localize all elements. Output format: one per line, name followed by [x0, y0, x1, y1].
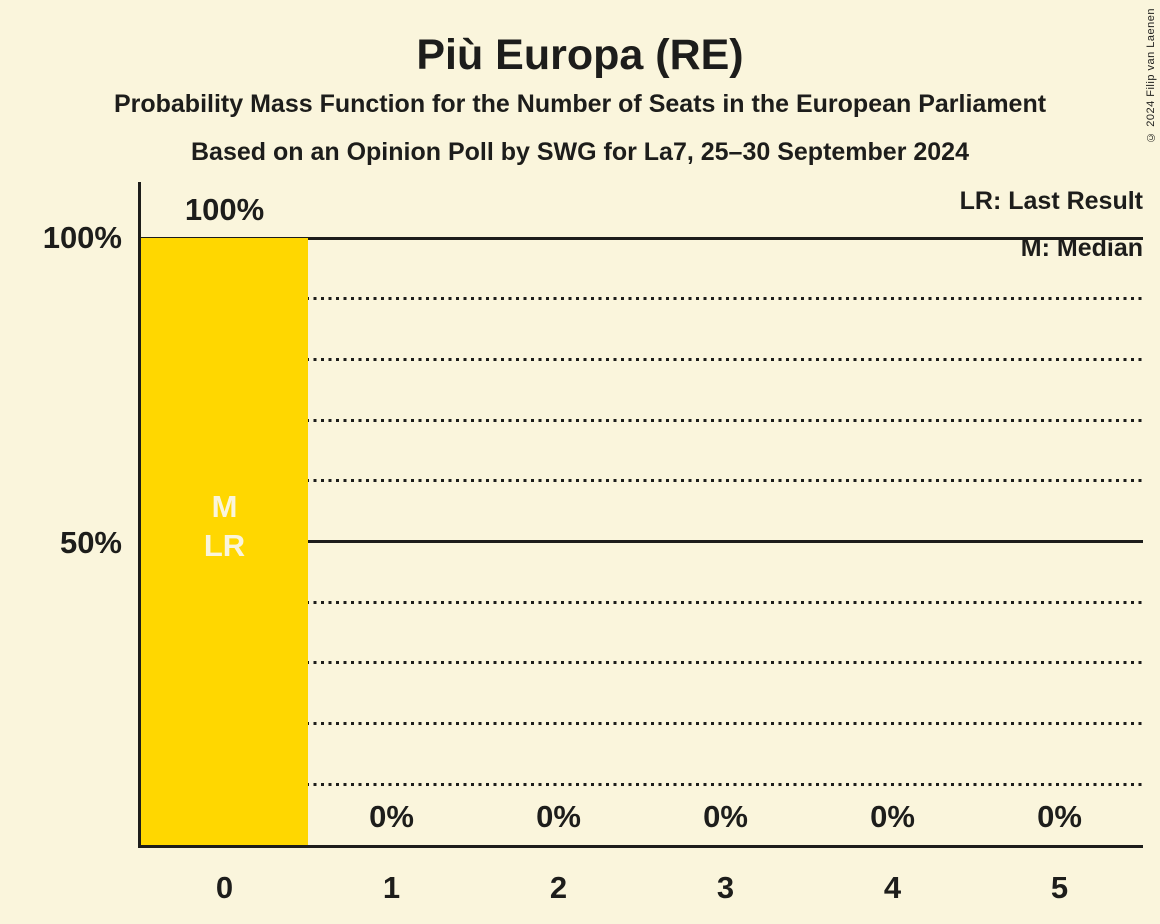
gridline-solid-100 [141, 236, 1143, 240]
x-axis-tick-0: 0 [215, 870, 234, 905]
chart-subtitle: Probability Mass Function for the Number… [113, 90, 1047, 118]
chart-title: Più Europa (RE) [416, 31, 744, 79]
gridline-dotted-80 [141, 357, 1143, 361]
x-axis-tick-1: 1 [382, 870, 401, 905]
x-axis-tick-5: 5 [1050, 870, 1069, 905]
value-label-seats-0: 100% [184, 192, 265, 227]
value-label-seats-2: 0% [536, 799, 581, 834]
value-label-seats-1: 0% [369, 799, 414, 834]
chart-source-line: Based on an Opinion Poll by SWG for La7,… [190, 138, 969, 166]
gridline-dotted-60 [141, 479, 1143, 483]
bar-seats-0 [141, 238, 308, 845]
y-axis-tick-100: 100% [42, 220, 122, 255]
copyright-notice: © 2024 Filip van Laenen [1145, 8, 1157, 143]
gridline-dotted-10 [141, 782, 1143, 786]
gridline-dotted-90 [141, 297, 1143, 301]
gridline-solid-50 [141, 540, 1143, 543]
plot-area: 100% 0% 0% 0% 0% 0% M LR [138, 182, 1143, 848]
gridline-dotted-20 [141, 722, 1143, 726]
y-axis-tick-50: 50% [59, 525, 122, 560]
gridline-dotted-40 [141, 600, 1143, 604]
legend-last-result: LR: Last Result [959, 187, 1143, 215]
x-axis-tick-4: 4 [883, 870, 902, 905]
value-label-seats-5: 0% [1037, 799, 1082, 834]
gridline-dotted-70 [141, 418, 1143, 422]
x-axis-tick-2: 2 [549, 870, 568, 905]
legend-median: M: Median [1020, 234, 1143, 262]
bar-annotation-median: M [211, 489, 238, 524]
x-axis-tick-3: 3 [716, 870, 735, 905]
value-label-seats-4: 0% [870, 799, 915, 834]
gridline-dotted-30 [141, 661, 1143, 665]
value-label-seats-3: 0% [703, 799, 748, 834]
bar-annotation-last-result: LR [203, 528, 246, 563]
